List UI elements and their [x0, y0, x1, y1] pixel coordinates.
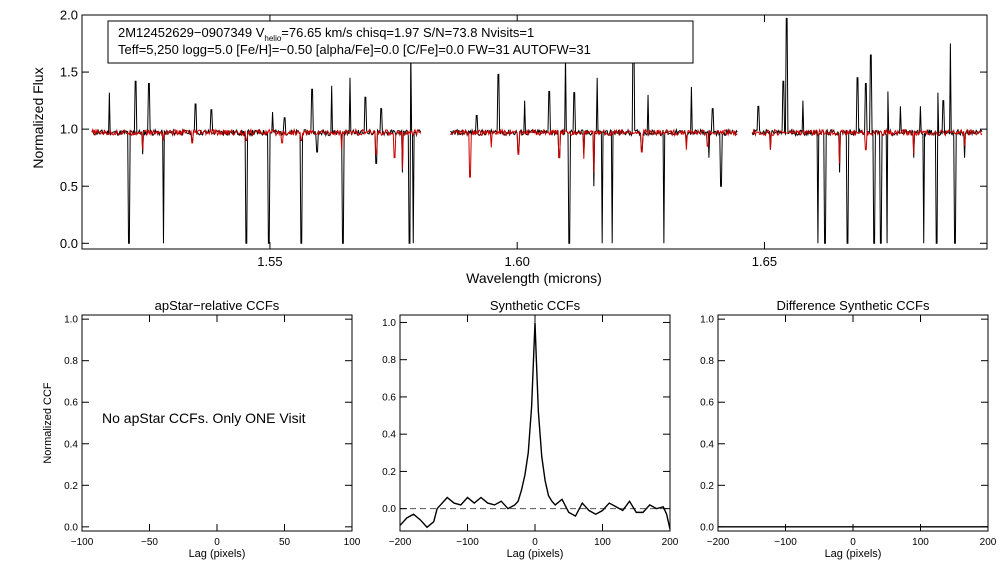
- spectrum-panel: 1.55 1.60 1.65 0.0 0.5 1.0 1.5 2.0 2M12452629−…: [30, 8, 988, 286]
- synthetic-ccf-panel: −200 −100 0 100 200 0.0 0.2 0.4 0.6 0.8 1.0 Synth…: [382, 298, 679, 560]
- synthetic-x-tick-label: 100: [594, 537, 611, 548]
- spectrum-x-ticks: 1.55 1.60 1.65: [257, 15, 777, 269]
- spectrum-y-tick-label: 0.0: [60, 236, 78, 251]
- difference-plot-frame: [717, 314, 989, 532]
- apstar-y-ticks: 0.0 0.2 0.4 0.6 0.8 1.0: [64, 315, 352, 533]
- synthetic-y-ticks: 0.0 0.2 0.4 0.6 0.8 1.0: [382, 318, 670, 515]
- spectrum-info-line-1: 2M12452629−0907349 Vhelio=76.65 km/s chi…: [118, 25, 534, 43]
- spectrum-series-group: [91, 17, 983, 244]
- spectrum-y-tick-label: 1.0: [60, 122, 78, 137]
- apstar-x-tick-label: 0: [214, 537, 220, 548]
- synthetic-x-axis-label: Lag (pixels): [507, 548, 564, 560]
- difference-x-ticks: −200 −100 0 100 200: [707, 315, 997, 548]
- spectrum-y-axis-label: Normalized Flux: [30, 67, 46, 168]
- info-line1-prefix: 2M12452629−0907349 V: [118, 25, 265, 40]
- spectrum-info-box: [107, 20, 694, 64]
- spectrum-x-tick-label: 1.55: [257, 254, 282, 269]
- spectrum-y-tick-label: 2.0: [60, 8, 78, 23]
- synthetic-x-tick-label: −100: [456, 537, 479, 548]
- difference-x-tick-label: −200: [707, 537, 730, 548]
- apstar-x-tick-label: −50: [141, 537, 158, 548]
- apstar-title: apStar−relative CCFs: [155, 298, 280, 313]
- difference-x-axis-label: Lag (pixels): [825, 548, 882, 560]
- spectrum-series-model-line: [751, 127, 983, 164]
- apstar-no-data-message: No apStar CCFs. Only ONE Visit: [102, 410, 306, 426]
- apstar-y-tick-label: 0.4: [64, 439, 78, 450]
- spectrum-y-ticks: 0.0 0.5 1.0 1.5 2.0: [60, 8, 987, 251]
- difference-y-tick-label: 1.0: [700, 315, 714, 326]
- spectrum-plot-frame: [81, 14, 988, 250]
- difference-ccf-panel: −200 −100 0 100 200 0.0 0.2 0.4 0.6 0.8 1.0 Diffe…: [700, 298, 997, 560]
- apstar-y-tick-label: 0.6: [64, 398, 78, 409]
- apstar-y-tick-label: 0.2: [64, 481, 78, 492]
- spectrum-info-line-2: Teff=5,250 logg=5.0 [Fe/H]=−0.50 [alpha/…: [118, 42, 591, 57]
- difference-y-tick-label: 0.6: [700, 398, 714, 409]
- synthetic-x-tick-label: 200: [662, 537, 679, 548]
- apstar-x-tick-label: −100: [71, 537, 94, 548]
- difference-x-tick-label: 200: [980, 537, 997, 548]
- synthetic-plot-frame: [399, 314, 671, 532]
- apstar-x-axis-label: Lag (pixels): [189, 548, 246, 560]
- apstar-ccf-panel: −100 −50 0 50 100 0.0 0.2 0.4 0.6 0.8 1.0 apStar−…: [42, 298, 361, 560]
- difference-title: Difference Synthetic CCFs: [777, 298, 930, 313]
- synthetic-ccf-line: [399, 322, 671, 530]
- spectrum-x-axis-label: Wavelength (microns): [466, 270, 602, 286]
- spectrum-series-observed-line: [91, 46, 422, 244]
- difference-x-tick-label: 100: [912, 537, 929, 548]
- apstar-y-tick-label: 0.0: [64, 522, 78, 533]
- spectrum-series-model-line: [450, 128, 738, 178]
- synthetic-x-ticks: −200 −100 0 100 200: [389, 315, 679, 548]
- difference-y-tick-label: 0.2: [700, 481, 714, 492]
- synthetic-x-tick-label: −200: [389, 537, 412, 548]
- spectrum-y-tick-label: 1.5: [60, 65, 78, 80]
- apstar-y-tick-label: 0.8: [64, 356, 78, 367]
- apstar-y-axis-label: Normalized CCF: [42, 382, 54, 464]
- difference-y-tick-label: 0.4: [700, 439, 714, 450]
- info-line1-suffix: =76.65 km/s chisq=1.97 S/N=73.8 Nvisits=…: [281, 25, 534, 40]
- info-line1-subscript: helio: [264, 34, 281, 43]
- apstar-x-ticks: −100 −50 0 50 100: [71, 315, 361, 548]
- difference-y-tick-label: 0.8: [700, 356, 714, 367]
- apstar-x-tick-label: 50: [279, 537, 291, 548]
- spectrum-x-tick-label: 1.60: [505, 254, 530, 269]
- difference-x-tick-label: 0: [850, 537, 856, 548]
- apstar-y-tick-label: 1.0: [64, 315, 78, 326]
- synthetic-title: Synthetic CCFs: [490, 298, 581, 313]
- synthetic-y-tick-label: 0.2: [382, 467, 396, 478]
- spectrum-series-model-line: [91, 127, 422, 170]
- spectrum-x-tick-label: 1.65: [752, 254, 777, 269]
- synthetic-x-tick-label: 0: [532, 537, 538, 548]
- difference-x-tick-label: −100: [774, 537, 797, 548]
- synthetic-y-tick-label: 0.8: [382, 355, 396, 366]
- synthetic-y-tick-label: 0.6: [382, 392, 396, 403]
- difference-y-ticks: 0.0 0.2 0.4 0.6 0.8 1.0: [700, 315, 988, 533]
- synthetic-y-tick-label: 0.0: [382, 504, 396, 515]
- apstar-x-tick-label: 100: [344, 537, 361, 548]
- difference-y-tick-label: 0.0: [700, 522, 714, 533]
- spectrum-y-tick-label: 0.5: [60, 179, 78, 194]
- synthetic-y-tick-label: 0.4: [382, 430, 396, 441]
- synthetic-y-tick-label: 1.0: [382, 318, 396, 329]
